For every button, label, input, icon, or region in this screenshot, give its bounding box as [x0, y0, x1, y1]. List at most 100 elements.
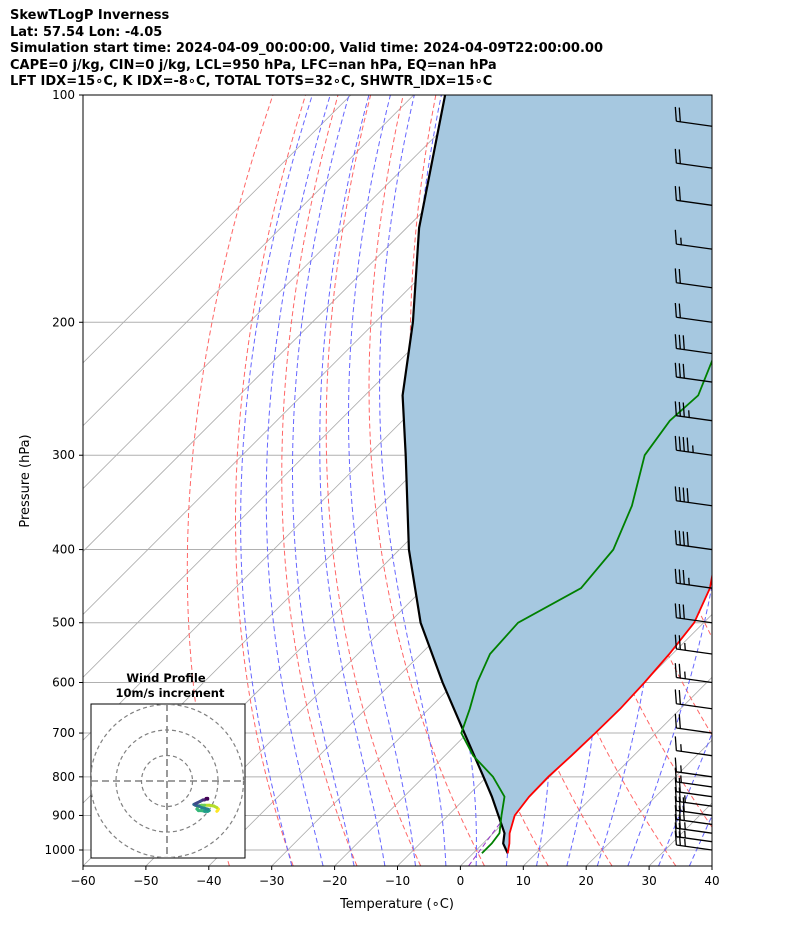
wind-barb-flag — [674, 736, 677, 751]
wind-barb-flag — [682, 402, 685, 417]
wind-barb-flag — [674, 185, 677, 201]
wind-barb-staff — [676, 543, 712, 551]
wind-barb — [674, 362, 712, 383]
wind-barb-flag — [678, 663, 681, 679]
x-tick-label: 0 — [457, 874, 465, 888]
moist-adiabat — [319, 95, 386, 866]
wind-barb-flag — [674, 663, 677, 678]
wind-barb-flag — [682, 569, 685, 585]
wind-barb-flag — [678, 787, 681, 802]
y-tick-label: 500 — [52, 616, 75, 630]
dry-adiabat — [325, 95, 422, 866]
stability-indices-2: LFT IDX=15∘C, K IDX=-8∘C, TOTAL TOTS=32∘… — [10, 74, 493, 89]
wind-barb-half-flag — [692, 445, 694, 453]
dry-adiabat — [729, 95, 794, 866]
y-tick-label: 400 — [52, 543, 75, 557]
wind-barb-flag — [682, 531, 685, 546]
wind-barb-flag — [674, 148, 677, 164]
x-tick-label: 20 — [579, 874, 594, 888]
dry-adiabat — [235, 95, 306, 866]
wind-barb-flag — [674, 530, 677, 545]
moist-adiabat — [265, 95, 331, 866]
wind-barb-flag — [682, 363, 685, 379]
hodograph-subtitle: 10m/s increment — [116, 686, 225, 700]
wind-barb — [674, 530, 712, 551]
dry-adiabat — [186, 95, 274, 866]
wind-barb — [674, 736, 712, 757]
x-tick-label: −50 — [133, 874, 158, 888]
parcel-profile-line — [401, 95, 509, 854]
wind-barb-flag — [674, 435, 677, 451]
wind-barb-staff — [676, 449, 712, 456]
wind-barb-half-flag — [680, 744, 682, 752]
wind-barb — [674, 486, 712, 507]
wind-barb-staff — [676, 500, 712, 507]
wind-barb-half-flag — [684, 822, 686, 830]
wind-barb-half-flag — [680, 237, 682, 245]
temperature-profile-line — [506, 572, 712, 854]
wind-barb — [674, 302, 712, 323]
dry-adiabat — [281, 95, 358, 866]
wind-barb-flag — [674, 486, 677, 501]
wind-barb-staff — [676, 199, 712, 206]
wind-barb-flag — [674, 786, 677, 802]
wind-barb-flag — [682, 604, 685, 619]
wind-barb — [674, 767, 712, 788]
wind-barb-half-flag — [680, 765, 682, 773]
wind-barb — [674, 663, 712, 684]
wind-barb-flag — [678, 107, 681, 122]
wind-barb-half-flag — [680, 775, 682, 783]
wind-barb-staff — [676, 781, 712, 788]
y-tick-label: 800 — [52, 770, 75, 784]
wind-barb-staff — [676, 844, 712, 851]
wind-barb — [674, 401, 712, 422]
y-tick-label: 600 — [52, 676, 75, 690]
y-tick-label: 900 — [52, 808, 75, 822]
y-axis-label: Pressure (hPa) — [18, 434, 33, 527]
wind-barb-flag — [686, 531, 689, 547]
x-tick-label: −30 — [259, 874, 284, 888]
wind-barb — [674, 634, 712, 655]
wind-barb — [674, 757, 712, 778]
x-tick-label: 10 — [516, 874, 531, 888]
wind-barb-staff — [676, 120, 712, 127]
moist-adiabat — [627, 95, 712, 866]
wind-barb — [674, 777, 712, 798]
y-tick-label: 300 — [52, 448, 75, 462]
x-tick-label: 40 — [704, 874, 719, 888]
y-tick-label: 700 — [52, 726, 75, 740]
station-coordinates: Lat: 57.54 Lon: -4.05 — [10, 24, 163, 40]
wind-barb-flag — [674, 796, 677, 811]
wind-barb-half-flag — [688, 410, 690, 418]
wind-barb-flag — [674, 777, 677, 792]
wind-barb-flag — [674, 767, 677, 782]
wind-barb-flag — [686, 488, 689, 503]
y-tick-label: 1000 — [44, 843, 75, 857]
hodograph-plot — [91, 704, 245, 858]
wind-barb-staff — [676, 827, 712, 834]
wind-barb-flag — [674, 268, 677, 283]
hodograph-title: Wind Profile — [126, 671, 206, 685]
wind-barb-flag — [678, 777, 681, 793]
isotherm-10 — [523, 676, 712, 866]
wind-barb-staff — [676, 750, 712, 757]
wind-barb-staff — [676, 800, 712, 807]
wind-barb-staff — [676, 676, 712, 684]
wind-barb — [674, 822, 712, 843]
wind-barb-flag — [674, 362, 677, 378]
wind-barb-flag — [674, 106, 677, 122]
wind-barb-flag — [674, 757, 677, 772]
wind-barb-staff — [676, 727, 712, 734]
wind-barb-staff — [676, 415, 712, 422]
wind-barb-flag — [674, 634, 677, 650]
x-tick-label: −20 — [322, 874, 347, 888]
wind-barb-staff — [676, 376, 712, 383]
wind-barb — [674, 603, 712, 624]
wind-barb-flag — [678, 635, 681, 650]
moist-adiabat — [720, 95, 794, 866]
moist-adiabat — [292, 95, 355, 866]
wind-barb-flag — [678, 334, 681, 350]
chart-header: SkewTLogP Inverness Lat: 57.54 Lon: -4.0… — [10, 8, 790, 91]
station-title: SkewTLogP Inverness — [10, 8, 170, 23]
